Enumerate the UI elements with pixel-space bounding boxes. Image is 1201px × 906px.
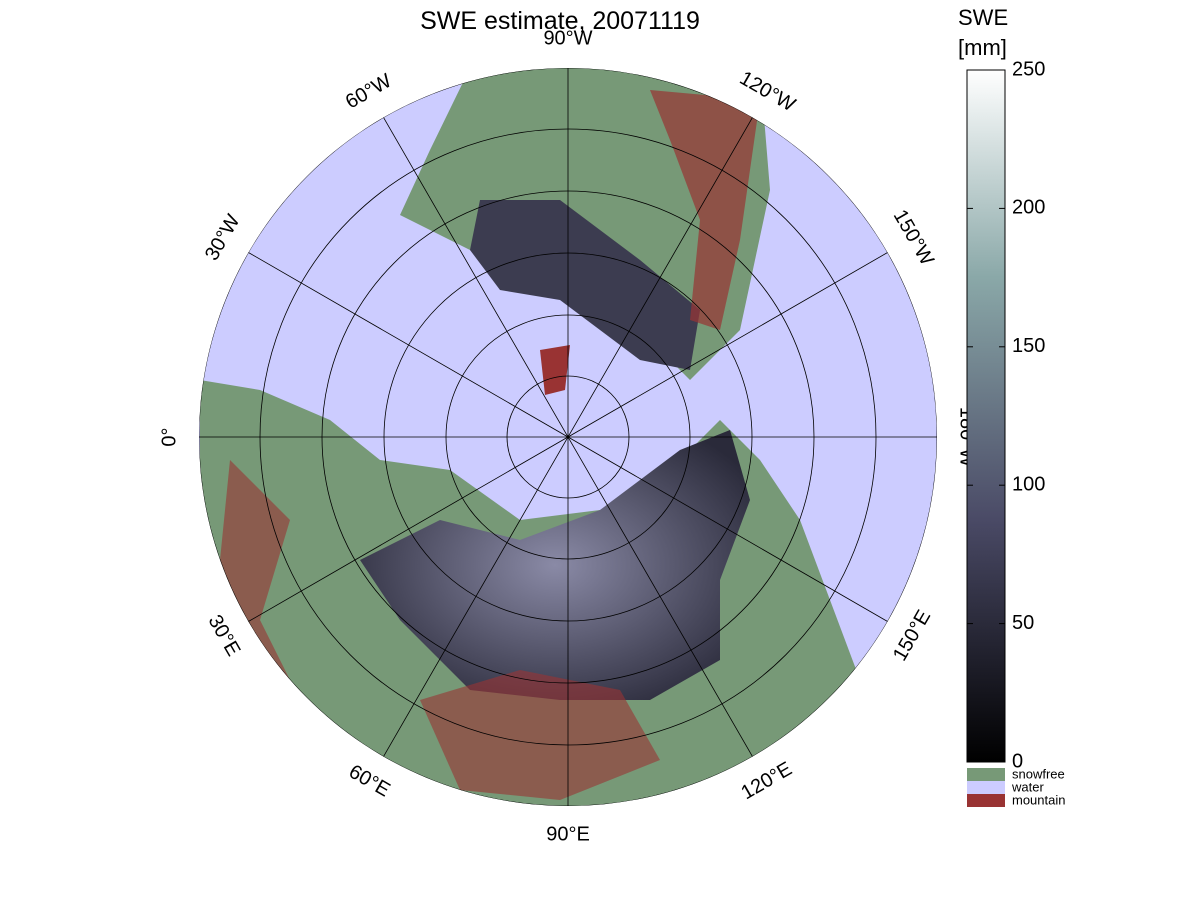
colorbar-tick-label: 0 [1012,750,1023,772]
meridian-label: 90°E [546,823,590,845]
meridian-label: 120°W [736,67,799,116]
meridian [248,252,888,622]
legend-swatch [967,781,1005,794]
graticule [199,68,937,806]
meridian-label: 120°E [737,758,795,804]
eurasia-snow [360,430,750,700]
colorbar-tick-label: 250 [1012,58,1045,80]
meridian-label: 90°W [543,27,592,49]
meridian-label: 150°E [889,606,935,664]
meridian-label: 60°E [345,761,394,802]
legend-swatch [967,794,1005,807]
mountain-asia [420,670,660,800]
map-disk [199,68,937,806]
meridian-label: 0° [158,427,180,446]
meridian-label: 30°E [204,611,245,660]
mountain-na [650,90,760,330]
legend-label: mountain [1012,792,1065,807]
colorbar-tick-label: 200 [1012,197,1045,219]
meridian-label: 150°W [889,206,938,269]
legend-label: water [1011,779,1044,794]
colorbar-label: [mm] [958,35,1007,60]
mountain-greenland [540,345,570,395]
colorbar-tick-label: 100 [1012,473,1045,495]
na-snow [470,200,700,370]
colorbar-tick-label: 150 [1012,335,1045,357]
legend-label: snowfree [1012,766,1065,781]
meridian-label: 30°W [201,211,245,265]
colorbar-label: SWE [958,5,1008,30]
colorbar [966,69,1006,763]
colorbar-tick-label: 50 [1012,612,1034,634]
legend-swatch [967,768,1005,781]
meridian-label: 60°W [342,70,396,114]
title: SWE estimate, 20071119 [420,7,700,35]
